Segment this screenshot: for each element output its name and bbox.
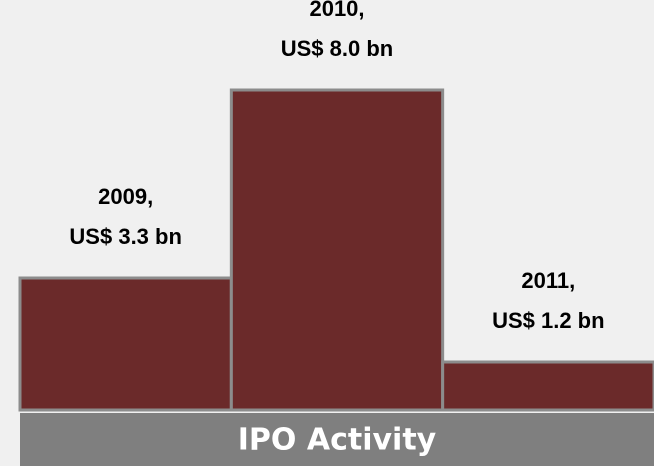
bar (441, 360, 654, 412)
data-label: US$ 1.2 bn (492, 308, 604, 333)
chart-title: IPO Activity (238, 423, 437, 458)
title-band (20, 413, 654, 466)
bar (18, 276, 233, 412)
data-label-year: 2011, (521, 268, 575, 293)
data-label: US$ 8.0 bn (281, 36, 393, 61)
bar (229, 88, 445, 412)
data-label-year: 2009, (98, 184, 153, 209)
data-label: US$ 3.3 bn (69, 224, 181, 249)
data-label-year: 2010, (309, 0, 364, 21)
